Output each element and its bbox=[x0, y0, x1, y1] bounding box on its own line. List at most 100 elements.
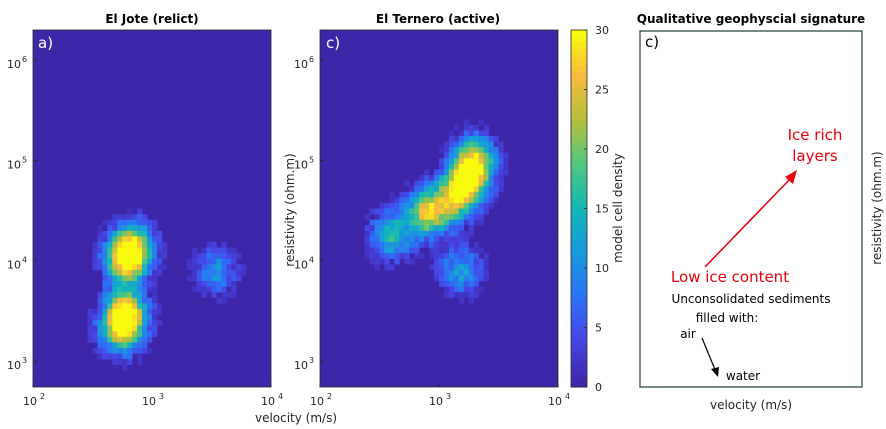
heatmap-cell bbox=[231, 275, 236, 281]
heatmap-cell bbox=[419, 253, 424, 259]
heatmap-cell bbox=[389, 231, 394, 237]
heatmap-cell bbox=[152, 303, 157, 309]
heatmap-cell bbox=[464, 270, 469, 276]
heatmap-cell bbox=[449, 225, 454, 231]
heatmap-cell bbox=[419, 214, 424, 220]
heatmap-cell bbox=[127, 236, 132, 242]
colorbar-segment bbox=[571, 268, 587, 274]
heatmap-cell bbox=[494, 192, 499, 198]
heatmap-cell bbox=[207, 253, 212, 259]
heatmap-cell bbox=[192, 270, 197, 276]
heatmap-cell bbox=[469, 225, 474, 231]
panel-b-ylabel: resistivity (ohm.m) bbox=[283, 153, 297, 267]
heatmap-cell bbox=[459, 236, 464, 242]
heatmap-cell bbox=[216, 248, 221, 254]
heatmap-cell bbox=[404, 253, 409, 259]
heatmap-cell bbox=[464, 186, 469, 192]
heatmap-cell bbox=[394, 248, 399, 254]
heatmap-cell bbox=[216, 298, 221, 304]
heatmap-cell bbox=[93, 326, 98, 332]
heatmap-cell bbox=[459, 181, 464, 187]
heatmap-cell bbox=[489, 153, 494, 159]
heatmap-cell bbox=[489, 175, 494, 181]
heatmap-cell bbox=[489, 142, 494, 148]
heatmap-cell bbox=[474, 175, 479, 181]
heatmap-cell bbox=[147, 348, 152, 354]
low-ice-label: Low ice content bbox=[671, 268, 789, 286]
heatmap-cell bbox=[132, 314, 137, 320]
heatmap-cell bbox=[157, 264, 162, 270]
heatmap-cell bbox=[494, 147, 499, 153]
heatmap-cell bbox=[459, 153, 464, 159]
heatmap-cell bbox=[389, 242, 394, 248]
heatmap-cell bbox=[137, 298, 142, 304]
heatmap-cell bbox=[449, 186, 454, 192]
heatmap-cell bbox=[429, 175, 434, 181]
heatmap-cell bbox=[394, 209, 399, 215]
heatmap-cell bbox=[127, 309, 132, 315]
heatmap-cell bbox=[419, 192, 424, 198]
heatmap-cell bbox=[117, 248, 122, 254]
heatmap-cell bbox=[137, 309, 142, 315]
heatmap-cell bbox=[88, 337, 93, 343]
heatmap-cell bbox=[399, 248, 404, 254]
heatmap-cell bbox=[424, 192, 429, 198]
heatmap-cell bbox=[122, 326, 127, 332]
heatmap-cell bbox=[479, 136, 484, 142]
heatmap-cell bbox=[499, 164, 504, 170]
heatmap-cell bbox=[147, 253, 152, 259]
panel-a-heatmap bbox=[33, 30, 271, 387]
heatmap-cell bbox=[231, 264, 236, 270]
colorbar-segment bbox=[571, 256, 587, 262]
heatmap-cell bbox=[454, 125, 459, 131]
heatmap-cell bbox=[187, 259, 192, 265]
heatmap-cell bbox=[137, 281, 142, 287]
heatmap-cell bbox=[454, 181, 459, 187]
heatmap-cell bbox=[399, 220, 404, 226]
heatmap-cell bbox=[375, 225, 380, 231]
heatmap-cell bbox=[454, 259, 459, 265]
heatmap-cell bbox=[484, 158, 489, 164]
heatmap-cell bbox=[127, 281, 132, 287]
x-tick-label: 10 bbox=[23, 395, 37, 408]
heatmap-cell bbox=[424, 220, 429, 226]
heatmap-cell bbox=[127, 326, 132, 332]
heatmap-cell bbox=[469, 281, 474, 287]
heatmap-cell bbox=[444, 220, 449, 226]
heatmap-cell bbox=[112, 248, 117, 254]
heatmap-cell bbox=[231, 270, 236, 276]
heatmap-cell bbox=[221, 275, 226, 281]
heatmap-cell bbox=[489, 136, 494, 142]
heatmap-cell bbox=[479, 130, 484, 136]
heatmap-cell bbox=[152, 248, 157, 254]
heatmap-cell bbox=[469, 270, 474, 276]
heatmap-cell bbox=[409, 242, 414, 248]
heatmap-cell bbox=[147, 331, 152, 337]
colorbar-ticks: 051015202530 bbox=[584, 24, 609, 394]
heatmap-cell bbox=[439, 270, 444, 276]
heatmap-cell bbox=[434, 220, 439, 226]
heatmap-cell bbox=[389, 220, 394, 226]
heatmap-cell bbox=[434, 209, 439, 215]
heatmap-cell bbox=[122, 337, 127, 343]
heatmap-cell bbox=[142, 231, 147, 237]
heatmap-cell bbox=[212, 287, 217, 293]
heatmap-cell bbox=[459, 169, 464, 175]
heatmap-cell bbox=[503, 158, 508, 164]
heatmap-cell bbox=[157, 270, 162, 276]
heatmap-cell bbox=[127, 264, 132, 270]
heatmap-cell bbox=[444, 153, 449, 159]
heatmap-cell bbox=[380, 259, 385, 265]
heatmap-cell bbox=[132, 292, 137, 298]
heatmap-cell bbox=[142, 264, 147, 270]
heatmap-cell bbox=[147, 303, 152, 309]
heatmap-cell bbox=[429, 192, 434, 198]
heatmap-cell bbox=[459, 248, 464, 254]
heatmap-cell bbox=[122, 314, 127, 320]
heatmap-cell bbox=[449, 248, 454, 254]
heatmap-cell bbox=[137, 326, 142, 332]
panel-c-title: Qualitative geophyscial signature bbox=[637, 12, 865, 26]
heatmap-cell bbox=[409, 214, 414, 220]
heatmap-cell bbox=[419, 231, 424, 237]
heatmap-cell bbox=[439, 275, 444, 281]
